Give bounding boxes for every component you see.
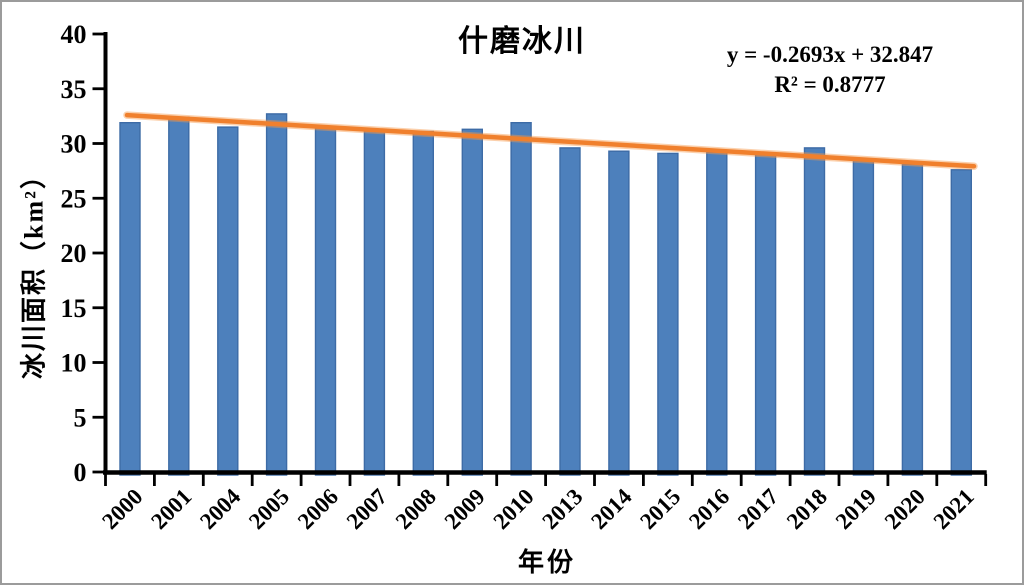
x-tick-label-2013: 2013 — [537, 484, 587, 534]
x-tick-label-2020: 2020 — [880, 484, 930, 534]
bar-2019 — [852, 159, 875, 476]
y-tick-label-35: 35 — [61, 75, 87, 104]
bar-2021 — [950, 169, 972, 476]
x-tick-label-2018: 2018 — [782, 484, 832, 534]
x-tick-label-2006: 2006 — [293, 484, 343, 534]
bar-2004 — [217, 126, 239, 476]
x-tick-label-2000: 2000 — [97, 484, 147, 534]
bar-2008 — [412, 130, 434, 476]
x-tick-label-2007: 2007 — [342, 484, 392, 534]
y-tick-label-10: 10 — [61, 349, 87, 378]
trendline-equation: y = -0.2693x + 32.847 — [726, 42, 934, 67]
bar-2007 — [363, 129, 386, 476]
trendline-annotation: y = -0.2693x + 32.847 R² = 0.8777 — [727, 40, 933, 100]
x-tick-label-2001: 2001 — [146, 484, 196, 534]
bar-2020 — [901, 163, 924, 476]
bar-2001 — [168, 116, 190, 476]
bar-2006 — [314, 126, 337, 476]
bar-2013 — [559, 147, 581, 476]
bar-2017 — [754, 153, 777, 476]
bar-2000 — [119, 121, 141, 476]
x-tick-label-2017: 2017 — [733, 484, 783, 534]
y-tick-label-30: 30 — [61, 130, 87, 159]
trendline-r-squared: R² = 0.8777 — [774, 72, 886, 97]
x-tick-label-2021: 2021 — [929, 484, 979, 534]
x-tick-label-2005: 2005 — [244, 484, 294, 534]
x-axis-title: 年份 — [517, 548, 577, 577]
y-axis-title: 冰川面积（km²） — [19, 161, 49, 379]
x-tick-label-2008: 2008 — [391, 484, 441, 534]
bar-2018 — [803, 147, 826, 476]
x-tick-label-2016: 2016 — [684, 484, 734, 534]
bar-2016 — [706, 151, 728, 476]
y-tick-label-40: 40 — [61, 20, 87, 49]
x-tick-label-2009: 2009 — [440, 484, 490, 534]
x-tick-label-2019: 2019 — [831, 484, 881, 534]
bar-2009 — [461, 128, 483, 476]
y-tick-label-20: 20 — [61, 239, 87, 268]
x-tick-label-2014: 2014 — [586, 484, 637, 535]
bar-2015 — [657, 152, 679, 476]
bar-2010 — [510, 121, 532, 476]
y-tick-label-25: 25 — [61, 184, 87, 213]
y-tick-label-5: 5 — [74, 403, 87, 432]
y-tick-label-0: 0 — [74, 458, 87, 487]
x-tick-label-2015: 2015 — [635, 484, 685, 534]
x-tick-label-2004: 2004 — [195, 484, 246, 535]
bar-2014 — [608, 150, 630, 476]
y-tick-label-15: 15 — [61, 294, 87, 323]
bar-2005 — [265, 113, 288, 476]
trendline — [124, 112, 977, 169]
x-tick-label-2010: 2010 — [488, 484, 538, 534]
chart-title: 什磨冰川 — [458, 25, 586, 58]
